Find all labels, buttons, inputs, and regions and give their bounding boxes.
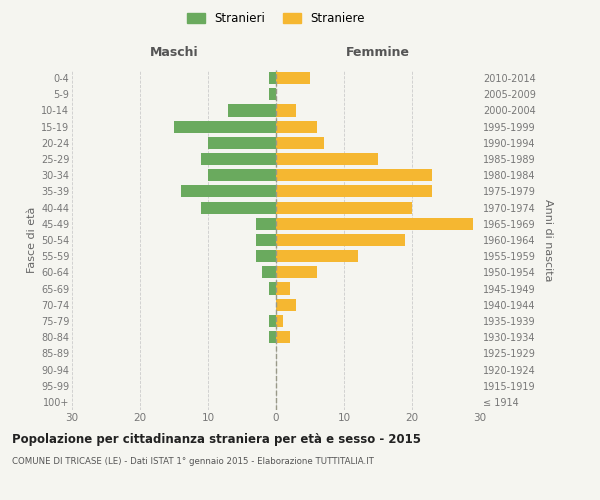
Bar [276,153,378,165]
Bar [276,266,317,278]
Bar [256,234,276,246]
Bar [276,120,317,132]
Bar [276,218,473,230]
Bar [276,250,358,262]
Text: Maschi: Maschi [149,46,199,59]
Bar [276,137,323,149]
Y-axis label: Anni di nascita: Anni di nascita [542,198,553,281]
Bar [276,169,433,181]
Bar [276,331,290,343]
Bar [208,137,276,149]
Bar [276,186,433,198]
Bar [201,202,276,213]
Bar [262,266,276,278]
Bar [276,202,412,213]
Y-axis label: Fasce di età: Fasce di età [26,207,37,273]
Bar [276,234,405,246]
Legend: Stranieri, Straniere: Stranieri, Straniere [184,8,368,28]
Text: Popolazione per cittadinanza straniera per età e sesso - 2015: Popolazione per cittadinanza straniera p… [12,432,421,446]
Bar [256,250,276,262]
Bar [229,104,276,117]
Bar [208,169,276,181]
Bar [276,282,290,294]
Bar [269,331,276,343]
Bar [181,186,276,198]
Bar [276,298,296,311]
Bar [269,315,276,327]
Bar [269,282,276,294]
Bar [256,218,276,230]
Bar [269,72,276,84]
Bar [269,88,276,101]
Bar [276,104,296,117]
Bar [276,315,283,327]
Bar [276,72,310,84]
Text: Femmine: Femmine [346,46,410,59]
Bar [174,120,276,132]
Text: COMUNE DI TRICASE (LE) - Dati ISTAT 1° gennaio 2015 - Elaborazione TUTTITALIA.IT: COMUNE DI TRICASE (LE) - Dati ISTAT 1° g… [12,458,374,466]
Bar [201,153,276,165]
